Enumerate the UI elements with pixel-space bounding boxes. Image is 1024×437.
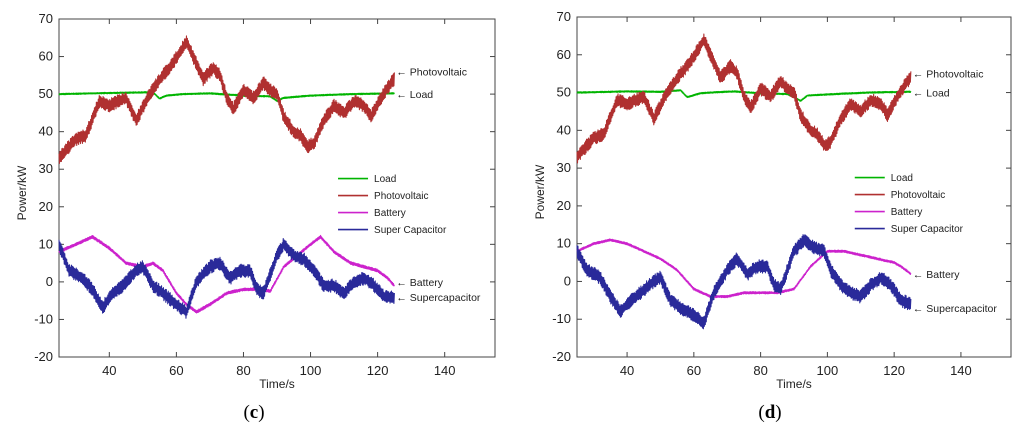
- legend-entry: Photovoltaic: [374, 191, 428, 202]
- x-tick-label: 40: [620, 363, 634, 378]
- series-line-super-capacitor: [58, 238, 395, 319]
- legend-entry: Super Capacitor: [374, 225, 447, 236]
- annotation-label: ← Battery: [396, 277, 443, 289]
- series-line-photovoltaic: [58, 35, 395, 164]
- plot-area: [58, 18, 496, 358]
- x-tick-label: 60: [687, 363, 701, 378]
- annotation-label: ← Battery: [913, 269, 960, 281]
- x-tick-label: 100: [300, 363, 322, 378]
- legend-entry: Battery: [891, 207, 923, 218]
- y-tick-label: -20: [552, 349, 571, 364]
- panel-label: (d): [758, 402, 781, 423]
- y-axis-label: Power/kW: [15, 165, 29, 220]
- y-tick-label: 40: [557, 122, 571, 137]
- annotation-label: ← Photovoltaic: [396, 67, 467, 79]
- annotation-label: ← Photovoltaic: [913, 69, 984, 81]
- series-line-super-capacitor: [576, 234, 912, 330]
- y-tick-label: -20: [34, 349, 53, 364]
- y-tick-label: 60: [39, 49, 53, 64]
- annotation-label: ← Load: [396, 89, 433, 101]
- x-tick-label: 80: [236, 363, 250, 378]
- annotation-label: ← Supercapacitor: [913, 303, 998, 315]
- y-tick-label: 20: [557, 198, 571, 213]
- plot-area: [576, 16, 1012, 358]
- legend-entry: Super Capacitor: [891, 224, 964, 235]
- series-line-battery: [58, 234, 395, 314]
- y-tick-label: 70: [557, 9, 571, 24]
- y-tick-label: 0: [564, 273, 571, 288]
- annotation-label: ← Load: [913, 88, 950, 100]
- chart-panel-d: -20 -10 0 10 20 30 40 50 60 70 40 60 80 100 120 140 Time…: [533, 9, 1012, 423]
- legend-entry: Load: [891, 173, 913, 184]
- x-tick-label: 140: [950, 363, 972, 378]
- y-axis-label: Power/kW: [533, 164, 547, 219]
- y-tick-label: -10: [34, 311, 53, 326]
- y-tick-label: 0: [46, 274, 53, 289]
- y-tick-label: 10: [39, 236, 53, 251]
- y-tick-label: 30: [39, 161, 53, 176]
- x-tick-label: 80: [753, 363, 767, 378]
- legend-entry: Photovoltaic: [891, 190, 945, 201]
- y-tick-label: -10: [552, 311, 571, 326]
- series-line-photovoltaic: [576, 33, 912, 164]
- series-line-battery: [576, 238, 912, 299]
- y-tick-label: 40: [39, 124, 53, 139]
- y-tick-label: 10: [557, 236, 571, 251]
- x-tick-label: 140: [434, 363, 456, 378]
- x-tick-label: 120: [883, 363, 905, 378]
- legend-entry: Battery: [374, 208, 406, 219]
- y-tick-label: 50: [39, 86, 53, 101]
- y-tick-label: 30: [557, 160, 571, 175]
- panel-label: (c): [243, 402, 264, 423]
- x-tick-label: 100: [817, 363, 839, 378]
- x-tick-label: 60: [169, 363, 183, 378]
- y-tick-label: 50: [557, 85, 571, 100]
- y-tick-label: 60: [557, 47, 571, 62]
- x-axis-label: Time/s: [776, 377, 812, 391]
- chart-panel-c: -20 -10 0 10 20 30 40 50 60 70 40 60 80 100 120 140 Time…: [15, 11, 496, 423]
- x-tick-label: 40: [102, 363, 116, 378]
- legend-entry: Load: [374, 174, 396, 185]
- y-tick-label: 70: [39, 11, 53, 26]
- annotation-label: ← Supercapacitor: [396, 292, 481, 304]
- y-tick-label: 20: [39, 199, 53, 214]
- x-tick-label: 120: [367, 363, 389, 378]
- x-axis-label: Time/s: [259, 377, 295, 391]
